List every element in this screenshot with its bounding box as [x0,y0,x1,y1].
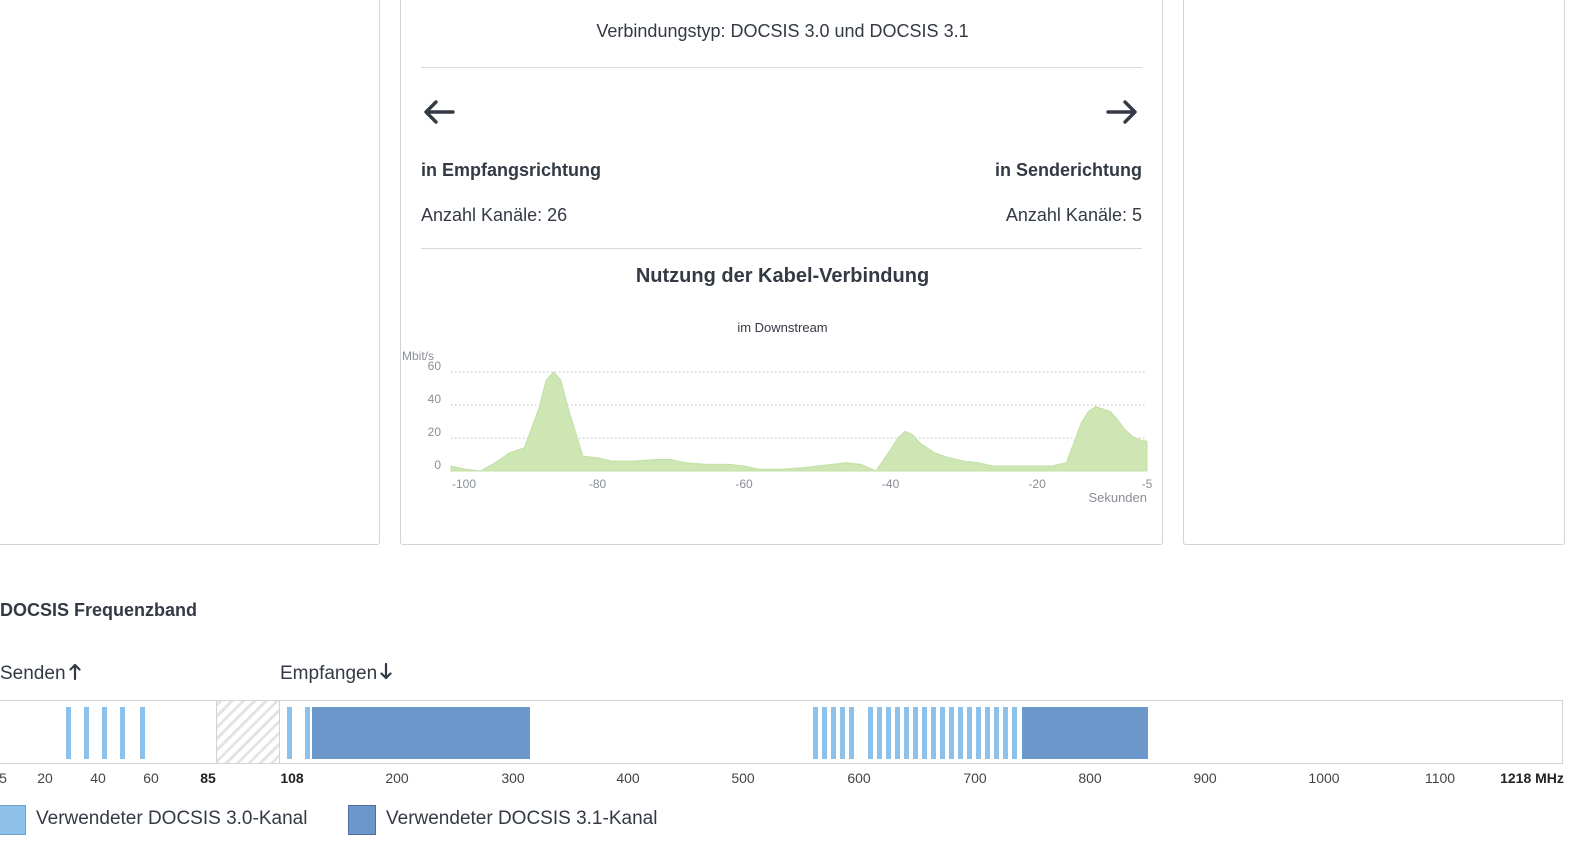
docsis31-channel [1022,707,1148,759]
docsis30-channel [287,707,292,759]
docsis30-channel [1012,707,1017,759]
y-tick-label: 0 [434,458,441,472]
docsis30-channel [849,707,854,759]
frequency-tick-label: 5 [0,770,7,786]
docsis30-channel [140,707,145,759]
docsis30-channel [904,707,909,759]
frequency-tick-label: 1218 MHz [1500,770,1564,786]
docsis30-channel [940,707,945,759]
docsis30-channel [985,707,990,759]
frequency-tick-label: 60 [143,770,159,786]
frequency-tick-label: 108 [280,770,304,786]
docsis30-channel [868,707,873,759]
docsis30-channel [958,707,963,759]
arrow-down-icon [380,662,392,680]
y-axis-label: Mbit/s [402,349,434,363]
y-tick-label: 20 [428,425,442,439]
frequency-tick-label: 85 [200,770,216,786]
docsis30-channel [840,707,845,759]
divider [421,248,1142,249]
frequency-tick-label: 40 [90,770,106,786]
arrow-left-icon [424,100,455,124]
docsis30-channel [120,707,125,759]
docsis30-channel [305,707,310,759]
divider [421,67,1142,68]
y-tick-label: 40 [428,392,442,406]
frequency-band-title: DOCSIS Frequenzband [0,600,198,620]
send-band-label-text: Senden [0,663,66,684]
left-panel [0,0,380,545]
legend-docsis30-swatch [0,805,26,835]
x-tick-label: -80 [589,477,607,491]
frequency-tick-label: 1000 [1308,770,1340,786]
frequency-tick-label: 600 [847,770,871,786]
arrow-up-icon [68,663,81,681]
send-direction-label: in Senderichtung [994,160,1142,180]
frequency-tick-label: 800 [1078,770,1102,786]
frequency-tick-label: 500 [731,770,755,786]
frequency-tick-label: 300 [501,770,525,786]
receive-band-label: Empfangen [280,662,392,685]
docsis30-channel [66,707,71,759]
guard-band [216,701,280,763]
docsis30-channel [84,707,89,759]
frequency-tick-label: 20 [37,770,53,786]
x-tick-label: -20 [1028,477,1046,491]
docsis30-channel [949,707,954,759]
docsis30-channel [967,707,972,759]
usage-title: Nutzung der Kabel-Verbindung [635,265,930,287]
docsis30-channel [931,707,936,759]
docsis30-channel [922,707,927,759]
docsis30-channel [813,707,818,759]
docsis30-channel [895,707,900,759]
cable-connection-panel: Verbindungstyp: DOCSIS 3.0 und DOCSIS 3.… [400,0,1163,545]
docsis30-channel [831,707,836,759]
docsis30-channel [1003,707,1008,759]
docsis30-channel [886,707,891,759]
y-tick-label: 60 [428,359,442,373]
x-axis-label: Sekunden [1088,490,1147,505]
receive-direction-label: in Empfangsrichtung [421,160,601,180]
docsis30-channel [913,707,918,759]
legend-docsis31-swatch [348,805,376,835]
receive-channel-count: Anzahl Kanäle: 26 [421,205,568,225]
docsis31-channel [312,707,530,759]
x-tick-label: -40 [882,477,900,491]
usage-subtitle: im Downstream [737,320,828,335]
docsis30-channel [994,707,999,759]
receive-band-label-text: Empfangen [280,663,378,684]
legend-docsis31-label: Verwendeter DOCSIS 3.1-Kanal [386,808,658,829]
arrow-right-icon [1106,100,1137,124]
docsis30-channel [877,707,882,759]
legend-docsis30-label: Verwendeter DOCSIS 3.0-Kanal [36,808,308,829]
docsis30-channel [102,707,107,759]
usage-area [450,371,1148,472]
frequency-tick-label: 400 [616,770,640,786]
docsis30-channel [822,707,827,759]
x-tick-label: -60 [735,477,753,491]
send-band-label: Senden [0,663,81,685]
frequency-band-bar [0,700,1563,764]
frequency-tick-label: 700 [963,770,987,786]
connection-type-text: Verbindungstyp: DOCSIS 3.0 und DOCSIS 3.… [596,21,969,41]
x-tick-label: -5 [1142,477,1153,491]
send-channel-count: Anzahl Kanäle: 5 [1005,205,1142,225]
frequency-tick-label: 200 [385,770,409,786]
x-tick-label: -100 [452,477,476,491]
frequency-tick-label: 1100 [1424,770,1456,786]
right-panel [1183,0,1565,545]
docsis30-channel [976,707,981,759]
frequency-tick-label: 900 [1193,770,1217,786]
